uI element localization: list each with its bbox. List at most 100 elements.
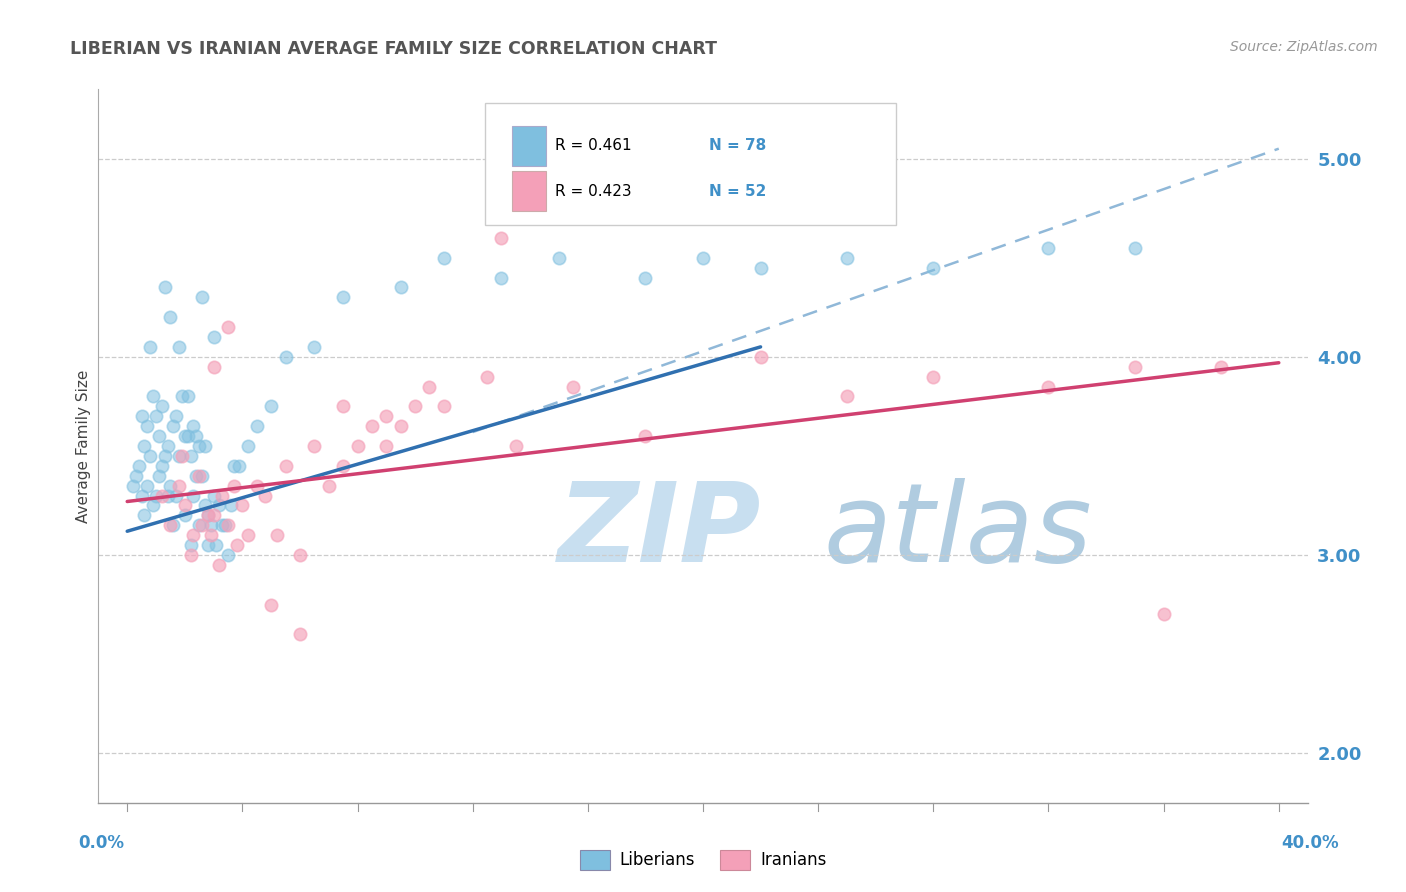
Text: ZIP: ZIP <box>558 478 762 585</box>
Point <box>217 518 239 533</box>
Point <box>191 518 214 533</box>
Point <box>176 429 198 443</box>
Point <box>188 439 211 453</box>
Point <box>254 489 277 503</box>
Text: 40.0%: 40.0% <box>1282 834 1339 852</box>
Text: LIBERIAN VS IRANIAN AVERAGE FAMILY SIZE CORRELATION CHART: LIBERIAN VS IRANIAN AVERAGE FAMILY SIZE … <box>70 40 717 58</box>
Point <box>191 468 214 483</box>
Point <box>167 340 190 354</box>
Point <box>922 369 945 384</box>
Point <box>170 389 193 403</box>
Y-axis label: Average Family Size: Average Family Size <box>76 369 91 523</box>
Point <box>634 429 657 443</box>
Point <box>304 439 326 453</box>
Point <box>211 489 233 503</box>
Point <box>304 340 326 354</box>
Point <box>274 458 297 473</box>
Point <box>165 409 187 424</box>
Point <box>176 389 198 403</box>
Point <box>156 439 179 453</box>
Point <box>219 499 242 513</box>
Point <box>183 489 205 503</box>
Point <box>225 538 247 552</box>
Point <box>173 508 195 523</box>
Point <box>222 478 245 492</box>
Point <box>1038 241 1060 255</box>
Point <box>491 231 513 245</box>
Point <box>139 449 162 463</box>
Point <box>139 340 162 354</box>
Point <box>162 518 184 533</box>
Point <box>266 528 288 542</box>
Point <box>1123 359 1146 374</box>
Point <box>131 489 153 503</box>
Point <box>173 429 195 443</box>
Legend: Liberians, Iranians: Liberians, Iranians <box>572 843 834 877</box>
Point <box>835 389 858 403</box>
Point <box>186 429 208 443</box>
Point <box>153 449 176 463</box>
Point <box>197 508 219 523</box>
Point <box>222 458 245 473</box>
Point <box>205 538 228 552</box>
Point <box>332 458 354 473</box>
Point <box>142 499 165 513</box>
Point <box>246 478 269 492</box>
Point <box>183 419 205 434</box>
Point <box>200 518 222 533</box>
Point <box>191 290 214 304</box>
Point <box>217 548 239 562</box>
Point <box>505 439 527 453</box>
Point <box>246 419 269 434</box>
Point <box>217 320 239 334</box>
Point <box>197 538 219 552</box>
Point <box>186 468 208 483</box>
Point <box>332 290 354 304</box>
Point <box>197 508 219 523</box>
Point <box>288 548 311 562</box>
Point <box>156 489 179 503</box>
Point <box>260 400 283 414</box>
Point <box>692 251 714 265</box>
Text: N = 52: N = 52 <box>709 184 766 199</box>
Text: N = 78: N = 78 <box>709 138 766 153</box>
Point <box>159 518 181 533</box>
Point <box>1038 379 1060 393</box>
Point <box>236 528 259 542</box>
Point <box>260 598 283 612</box>
Point <box>150 400 173 414</box>
Point <box>159 310 181 325</box>
Point <box>1123 241 1146 255</box>
Point <box>634 270 657 285</box>
Point <box>128 458 150 473</box>
Point <box>202 508 225 523</box>
Point <box>228 458 250 473</box>
Point <box>167 478 190 492</box>
Point <box>375 439 398 453</box>
Point <box>134 508 156 523</box>
Point <box>136 419 159 434</box>
Point <box>180 548 202 562</box>
Point <box>418 379 440 393</box>
Point <box>188 468 211 483</box>
Point <box>148 429 170 443</box>
Point <box>200 528 222 542</box>
Point <box>125 468 148 483</box>
Point <box>562 379 585 393</box>
Point <box>361 419 384 434</box>
Text: R = 0.461: R = 0.461 <box>555 138 633 153</box>
Point <box>183 528 205 542</box>
Point <box>835 251 858 265</box>
Point <box>150 458 173 473</box>
Point <box>389 419 412 434</box>
Point <box>194 439 217 453</box>
Point <box>922 260 945 275</box>
Point <box>170 449 193 463</box>
Point <box>202 359 225 374</box>
Point <box>167 449 190 463</box>
Point <box>194 499 217 513</box>
FancyBboxPatch shape <box>512 171 546 211</box>
Point <box>208 558 231 572</box>
Point <box>214 518 236 533</box>
Point <box>475 369 498 384</box>
